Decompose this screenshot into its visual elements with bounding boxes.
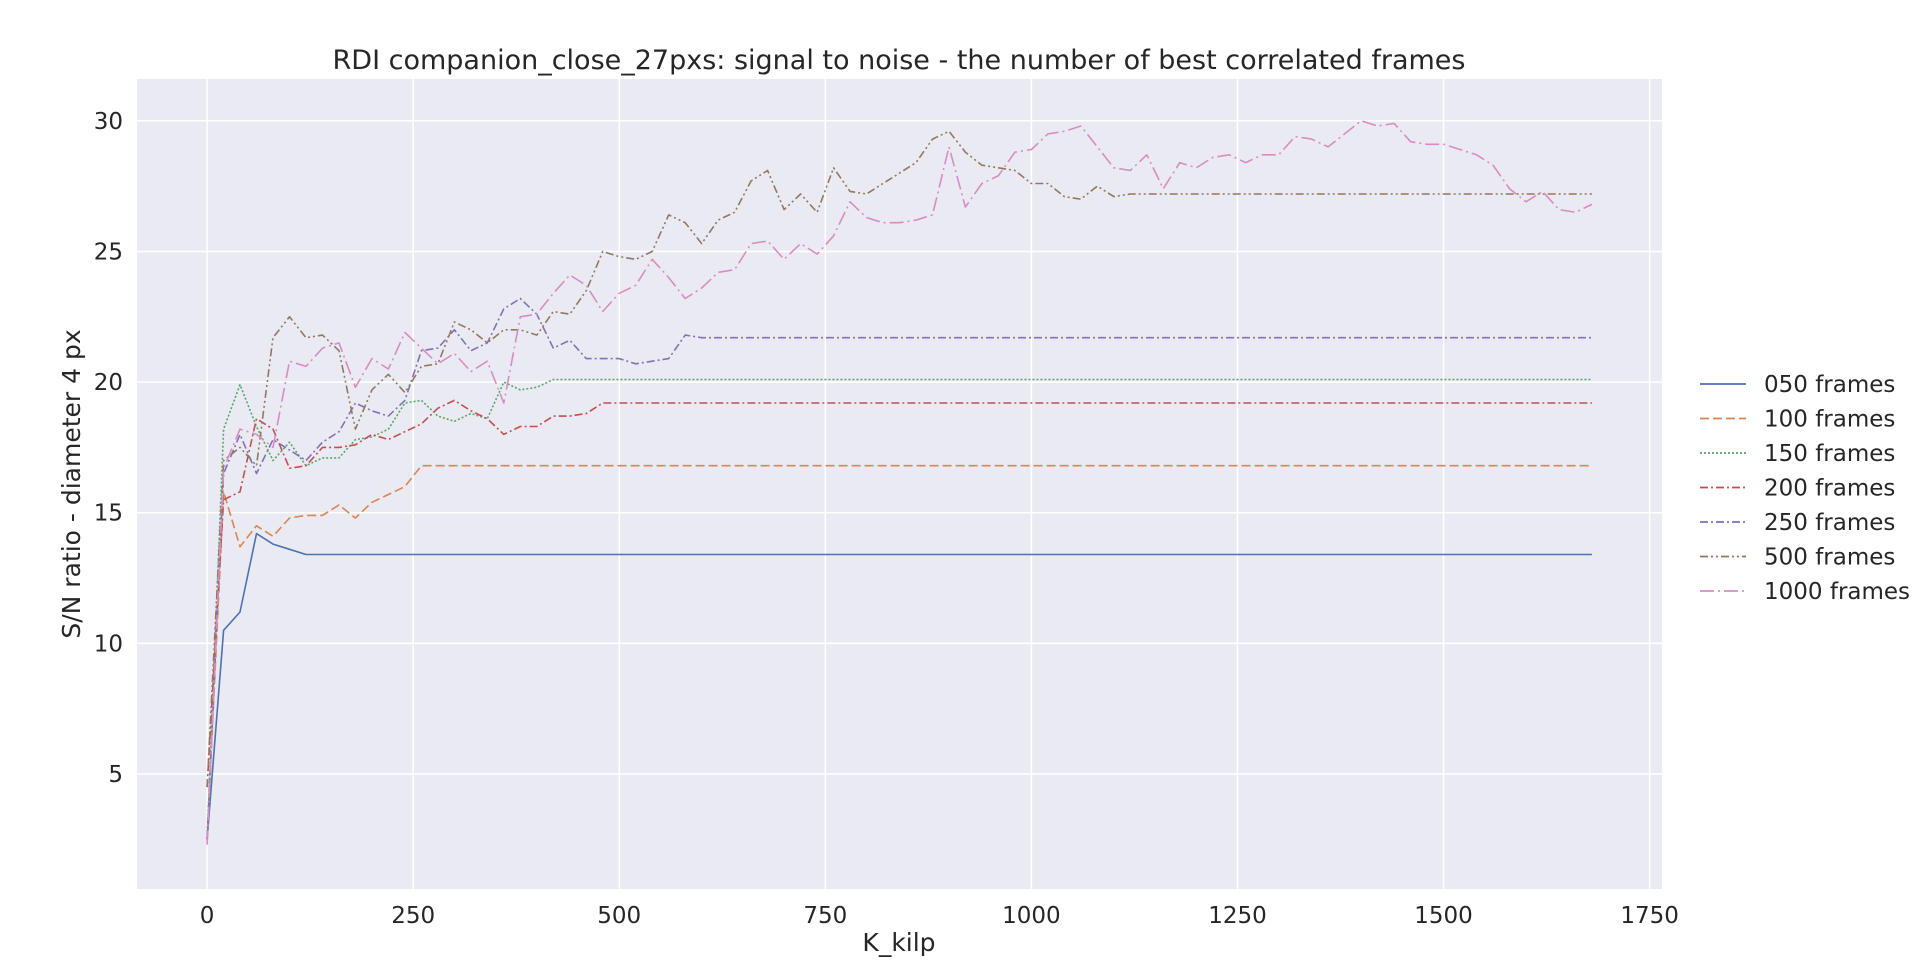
plot-background <box>137 79 1662 889</box>
x-tick-label: 0 <box>200 903 215 929</box>
legend-label: 500 frames <box>1764 545 1895 571</box>
y-tick-label: 25 <box>94 239 123 265</box>
x-tick-label: 1750 <box>1620 903 1679 929</box>
legend-label: 050 frames <box>1764 372 1895 398</box>
y-axis-label: S/N ratio - diameter 4 px <box>57 329 86 638</box>
x-tick-label: 1250 <box>1208 903 1267 929</box>
y-tick-label: 20 <box>94 370 123 396</box>
legend-label: 200 frames <box>1764 476 1895 502</box>
series-line-200-frames <box>206 399 1592 788</box>
y-tick-label: 15 <box>94 501 123 527</box>
x-tick-label: 1000 <box>1002 903 1061 929</box>
x-tick-label: 1500 <box>1414 903 1473 929</box>
y-tick-label: 5 <box>108 762 123 788</box>
y-tick-label: 30 <box>94 109 123 135</box>
y-tick-label: 10 <box>94 631 123 657</box>
series-line-1000-frames <box>206 120 1593 845</box>
x-axis-label: K_kilp <box>862 928 935 957</box>
series-line-500-frames <box>206 130 1592 788</box>
x-tick-label: 500 <box>597 903 641 929</box>
legend-label: 1000 frames <box>1764 579 1910 605</box>
series-line-150-frames <box>206 378 1592 840</box>
series-line-100-frames <box>206 464 1592 840</box>
legend-label: 100 frames <box>1764 407 1895 433</box>
series-lines <box>206 120 1593 845</box>
legend-label: 250 frames <box>1764 510 1895 536</box>
grid <box>137 79 1662 889</box>
x-tick-label: 250 <box>391 903 435 929</box>
series-line-050-frames <box>206 532 1592 840</box>
chart-title: RDI companion_close_27pxs: signal to noi… <box>333 45 1466 76</box>
series-line-250-frames <box>206 297 1592 840</box>
legend-label: 150 frames <box>1764 441 1895 467</box>
x-tick-labels: 0 250 500 750 1000 1250 1500 1750 <box>200 903 1679 929</box>
x-tick-label: 750 <box>803 903 847 929</box>
legend: 050 frames 100 frames 150 frames 200 frames… <box>1700 372 1910 605</box>
y-tick-labels: 5 10 15 20 25 30 <box>94 109 123 788</box>
